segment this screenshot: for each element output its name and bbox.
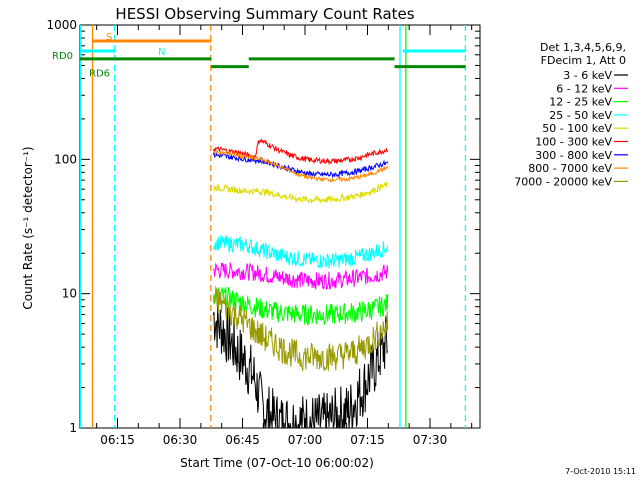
y-tick-label: 100 (54, 152, 77, 166)
x-tick-label: 07:00 (288, 433, 323, 447)
series-line (213, 148, 389, 183)
series-line (213, 181, 388, 205)
legend-entry-label: 3 - 6 keV (563, 69, 612, 82)
flag-label: RD6 (89, 69, 110, 80)
legend-entry-label: 12 - 25 keV (549, 96, 612, 109)
legend-header-line-2: FDecim 1, Att 0 (541, 54, 626, 67)
plot-clipped-group (80, 25, 467, 428)
legend-entry-label: 25 - 50 keV (549, 109, 612, 122)
x-tick-label: 07:15 (350, 433, 385, 447)
footer-timestamp: 7-Oct-2010 15:11 (565, 467, 636, 476)
series-line (212, 285, 389, 372)
flag-label: S (106, 32, 112, 43)
series-line (212, 235, 389, 269)
x-tick-label: 06:45 (225, 433, 260, 447)
series-line (212, 137, 389, 166)
flag-label: RD0 (52, 51, 73, 62)
legend-entry-label: 50 - 100 keV (542, 122, 612, 135)
legend-header-line-1: Det 1,3,4,5,6,9, (540, 41, 626, 54)
legend-entry-label: 300 - 800 keV (535, 149, 612, 162)
chart-title: HESSI Observing Summary Count Rates (115, 5, 414, 23)
flag-label: N (158, 47, 165, 58)
y-axis-label: Count Rate (s⁻¹ detector⁻¹) (21, 146, 35, 309)
series-line (212, 300, 389, 428)
y-tick-label: 1 (69, 421, 77, 435)
y-tick-label: 1000 (46, 18, 77, 32)
plot-area: 1 10 100 1000 06:15 06:30 06:45 07:00 07:15 07:30… (46, 18, 628, 447)
x-tick-label: 06:15 (100, 433, 135, 447)
series-line (212, 151, 389, 179)
series-line (213, 262, 389, 290)
x-tick-label: 07:30 (413, 433, 448, 447)
legend-entry-label: 6 - 12 keV (556, 82, 612, 95)
legend-entry-label: 7000 - 20000 keV (514, 175, 612, 188)
x-tick-label: 06:30 (163, 433, 198, 447)
x-axis-label: Start Time (07-Oct-10 06:00:02) (180, 456, 374, 470)
y-tick-label: 10 (62, 287, 77, 301)
series-line (212, 286, 389, 326)
plot-frame (79, 24, 481, 429)
legend-entry-label: 100 - 300 keV (535, 136, 612, 149)
legend-entry-label: 800 - 7000 keV (528, 162, 612, 175)
